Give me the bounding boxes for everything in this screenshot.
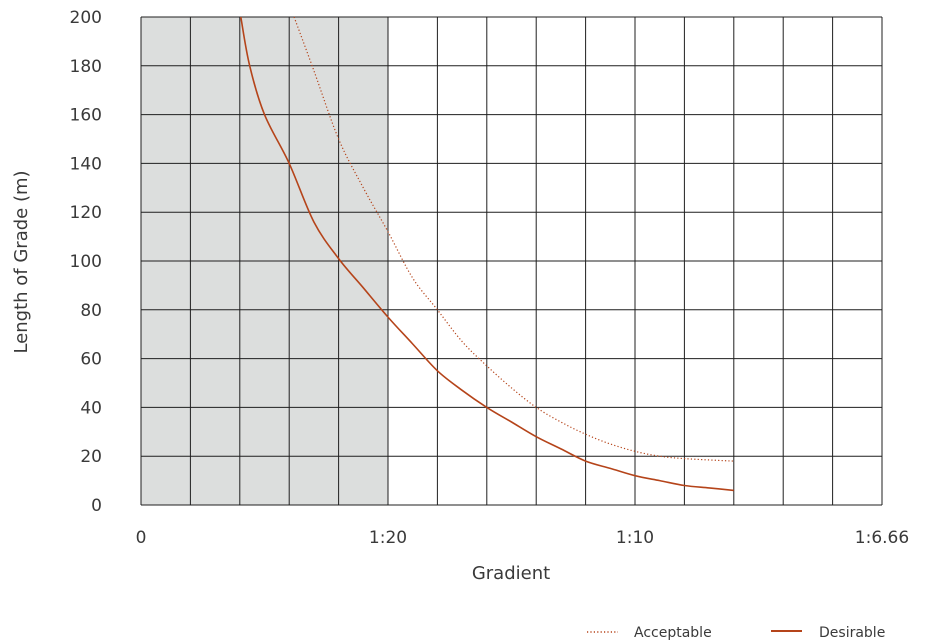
y-tick-label: 120 [70, 203, 102, 223]
series-line-desirable [240, 16, 734, 492]
y-tick-label: 0 [91, 496, 102, 516]
x-tick-label: 1:6.66 [855, 528, 909, 548]
legend: Acceptable Desirable [587, 625, 885, 641]
x-tick-label: 1:20 [369, 528, 407, 548]
x-tick-labels: 0 1:20 1:10 1:6.66 [136, 528, 910, 548]
y-tick-label: 180 [70, 57, 102, 77]
y-tick-labels: 0 20 40 60 80 100 120 140 160 180 200 [70, 8, 102, 516]
y-tick-label: 80 [80, 301, 102, 321]
y-tick-label: 100 [70, 252, 102, 272]
x-axis-title: Gradient [472, 563, 550, 584]
x-tick-label: 1:10 [616, 528, 654, 548]
y-axis-title: Length of Grade (m) [11, 170, 32, 353]
y-tick-label: 160 [70, 106, 102, 126]
y-tick-label: 60 [80, 350, 102, 370]
x-tick-label: 0 [136, 528, 147, 548]
y-tick-label: 200 [70, 8, 102, 28]
y-tick-label: 140 [70, 154, 102, 174]
y-tick-label: 20 [80, 447, 102, 467]
y-tick-label: 40 [80, 398, 102, 418]
grid-layer [140, 16, 883, 506]
series-layer [240, 16, 734, 492]
legend-label-acceptable: Acceptable [634, 625, 712, 641]
legend-label-desirable: Desirable [819, 625, 885, 641]
